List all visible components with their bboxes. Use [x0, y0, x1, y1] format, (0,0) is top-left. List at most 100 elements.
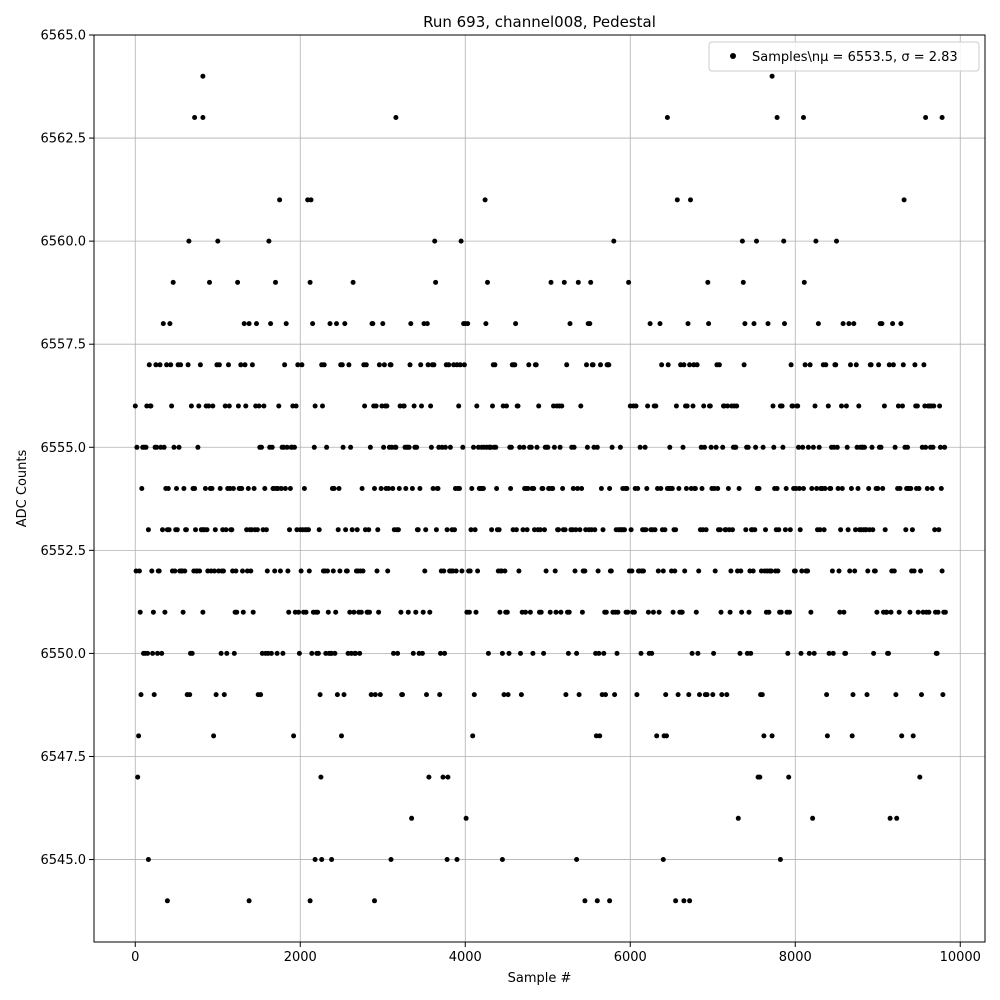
- data-point: [579, 609, 585, 615]
- data-point: [706, 321, 712, 327]
- data-point: [400, 692, 405, 698]
- data-point: [806, 650, 812, 656]
- data-point: [699, 486, 705, 491]
- data-point: [825, 403, 831, 409]
- data-point: [837, 609, 843, 615]
- data-point: [226, 403, 232, 409]
- data-point: [164, 898, 170, 904]
- data-point: [183, 527, 189, 533]
- data-point: [930, 444, 936, 450]
- data-point: [242, 362, 248, 368]
- data-point: [306, 527, 311, 533]
- data-point: [209, 486, 215, 491]
- data-point: [835, 486, 841, 491]
- data-point: [748, 650, 754, 656]
- data-point: [200, 73, 206, 79]
- data-point: [504, 403, 509, 409]
- data-point: [588, 279, 594, 285]
- data-point: [372, 486, 377, 491]
- data-point: [702, 444, 707, 450]
- data-point: [287, 527, 292, 533]
- data-point: [660, 857, 666, 862]
- data-point: [750, 568, 756, 574]
- data-point: [504, 609, 510, 615]
- x-tick-label: 0: [131, 950, 139, 965]
- data-point: [150, 650, 156, 656]
- data-point: [169, 403, 175, 409]
- data-point: [894, 815, 900, 821]
- data-point: [725, 403, 731, 409]
- data-point: [929, 486, 935, 491]
- data-point: [551, 444, 557, 450]
- data-point: [874, 609, 880, 615]
- x-tick-label: 10000: [940, 950, 981, 965]
- data-point: [410, 650, 416, 656]
- data-point: [657, 321, 663, 327]
- data-point: [454, 857, 460, 862]
- data-point: [886, 650, 891, 656]
- y-tick-label: 6560.0: [41, 235, 87, 250]
- data-point: [372, 898, 377, 904]
- data-point: [426, 774, 432, 780]
- data-point: [343, 527, 349, 533]
- data-point: [736, 486, 742, 491]
- data-point: [890, 321, 896, 327]
- data-point: [309, 650, 315, 656]
- data-point: [923, 444, 929, 450]
- data-point: [378, 486, 384, 491]
- data-point: [308, 197, 314, 203]
- data-point: [881, 403, 887, 409]
- data-point: [442, 650, 448, 656]
- data-point: [241, 321, 247, 327]
- data-point: [781, 238, 787, 244]
- data-point: [513, 527, 519, 533]
- data-point: [136, 733, 142, 739]
- y-tick-label: 6550.0: [41, 647, 87, 662]
- data-point: [341, 692, 347, 698]
- data-point: [146, 362, 152, 368]
- data-point: [515, 403, 521, 409]
- data-point: [566, 609, 572, 615]
- data-point: [441, 568, 447, 574]
- data-point: [160, 527, 165, 533]
- data-point: [325, 568, 330, 574]
- data-point: [587, 321, 593, 327]
- data-point: [516, 568, 522, 574]
- data-point: [921, 362, 927, 368]
- data-point: [703, 527, 709, 533]
- data-point: [407, 362, 413, 368]
- data-point: [898, 321, 904, 327]
- data-point: [664, 733, 669, 739]
- data-point: [914, 403, 920, 409]
- data-point: [808, 609, 814, 615]
- data-point: [634, 692, 640, 698]
- plot-frame: [93, 34, 986, 943]
- data-point: [278, 486, 284, 491]
- data-point: [370, 321, 376, 327]
- data-point: [246, 321, 252, 327]
- data-point: [790, 403, 796, 409]
- data-point: [802, 362, 808, 368]
- data-point: [497, 609, 503, 615]
- data-point: [734, 403, 740, 409]
- data-point: [576, 692, 582, 698]
- data-point: [838, 527, 844, 533]
- data-point: [312, 403, 318, 409]
- data-point: [606, 362, 612, 368]
- data-point: [303, 609, 309, 615]
- data-point: [374, 568, 380, 574]
- data-point: [433, 279, 439, 285]
- data-point: [707, 403, 713, 409]
- data-point: [882, 527, 888, 533]
- data-point: [340, 444, 346, 450]
- data-point: [245, 486, 251, 491]
- data-point: [430, 486, 436, 491]
- data-point: [652, 527, 658, 533]
- data-point: [373, 403, 379, 409]
- data-point: [673, 527, 679, 533]
- data-point: [919, 692, 924, 698]
- data-point: [843, 403, 849, 409]
- data-point: [528, 444, 534, 450]
- data-point: [156, 568, 162, 574]
- data-point: [823, 362, 829, 368]
